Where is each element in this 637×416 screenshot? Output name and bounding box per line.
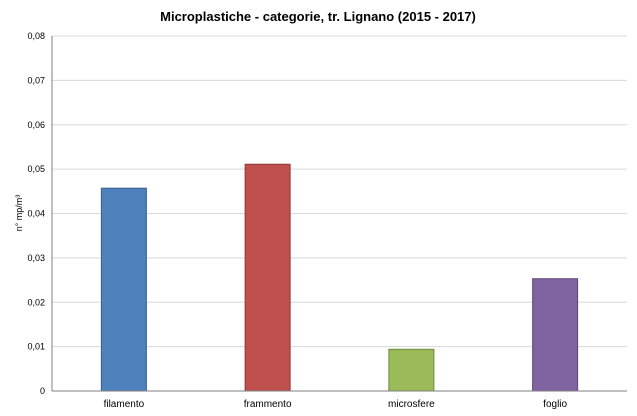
y-tick-labels: 0 0,01 0,02 0,03 0,04 0,05 0,06 0,07 0,08 [27,31,45,396]
x-tick-label: filamento [104,399,145,410]
bar-frammento [244,163,291,392]
y-tick-label: 0,08 [27,31,45,41]
x-tick-label: foglio [543,399,567,410]
y-tick-label: 0 [40,386,45,396]
y-tick-label: 0,01 [27,342,45,352]
x-tick-label: microsfere [388,399,435,410]
y-tick-label: 0,03 [27,253,45,263]
bars-layer [100,163,579,392]
x-tick-label: frammento [244,399,292,410]
bar-filamento [100,187,147,392]
y-tick-label: 0,02 [27,297,45,307]
x-tick-labels: filamento frammento microsfere foglio [104,399,568,410]
bar-foglio [532,278,579,392]
y-axis-label: n° mp/m³ [14,195,24,232]
y-tick-label: 0,05 [27,164,45,174]
grid-layer [52,35,627,348]
chart-title: Microplastiche - categorie, tr. Lignano … [160,9,476,24]
axis-layer [51,36,627,392]
y-tick-label: 0,04 [27,209,45,219]
bar-microsfere [388,348,435,392]
y-tick-label: 0,06 [27,120,45,130]
y-tick-label: 0,07 [27,75,45,85]
